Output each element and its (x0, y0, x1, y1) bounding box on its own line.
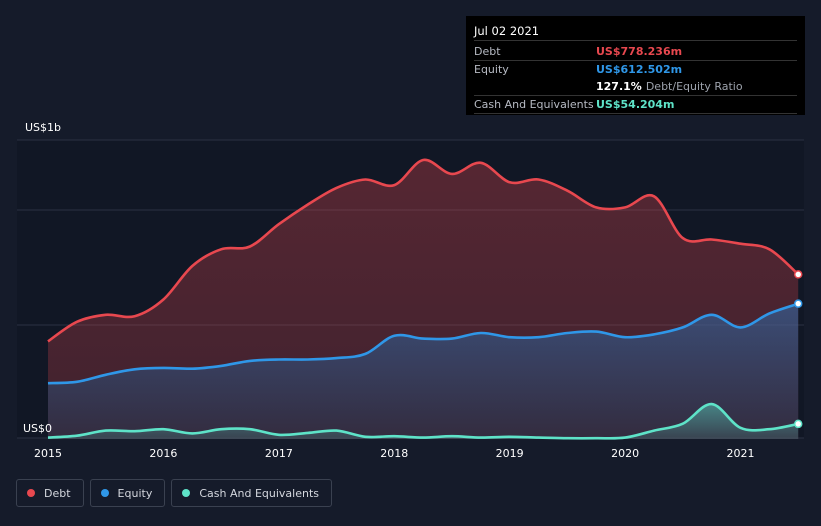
y-label-bottom: US$0 (23, 422, 52, 435)
tooltip-ratio-value: 127.1% (596, 80, 642, 93)
series-lines (47, 158, 800, 440)
tooltip-row-debt: Debt US$778.236m (474, 43, 797, 61)
tooltip-row-equity: Equity US$612.502m (474, 61, 797, 78)
legend-item-debt[interactable]: Debt (16, 479, 84, 507)
series-areas (48, 159, 799, 439)
debt-dot-icon (27, 489, 35, 497)
series-endpoints (793, 270, 803, 429)
legend-equity-label: Equity (117, 486, 153, 500)
legend: Debt Equity Cash And Equivalents (16, 479, 332, 507)
legend-item-cash[interactable]: Cash And Equivalents (171, 479, 332, 507)
legend-item-equity[interactable]: Equity (89, 479, 166, 507)
tooltip-debt-value: US$778.236m (596, 45, 683, 58)
cash-line (47, 402, 799, 440)
x-axis-ticks: 2015 2016 2017 2018 2019 2020 2021 (34, 447, 755, 460)
x-tick-label: 2020 (611, 447, 639, 460)
x-tick-label: 2019 (496, 447, 524, 460)
tooltip: Jul 02 2021 Debt US$778.236m Equity US$6… (466, 16, 805, 115)
tooltip-ratio-label: Debt/Equity Ratio (645, 80, 743, 93)
x-tick-label: 2018 (380, 447, 408, 460)
debt-endpoint (793, 270, 803, 279)
x-tick-label: 2015 (34, 447, 62, 460)
tooltip-equity-label: Equity (474, 63, 509, 76)
y-label-top: US$1b (25, 121, 61, 134)
tooltip-row-cash: Cash And Equivalents US$54.204m (474, 96, 797, 114)
legend-cash-label: Cash And Equivalents (199, 486, 319, 500)
cash-area (48, 404, 799, 439)
equity-endpoint (793, 299, 803, 308)
x-tick-label: 2021 (727, 447, 755, 460)
tooltip-debt-label: Debt (474, 45, 501, 58)
tooltip-equity-value: US$612.502m (596, 63, 683, 76)
tooltip-cash-label: Cash And Equivalents (474, 98, 594, 111)
equity-area (48, 303, 799, 439)
cash-dot-icon (182, 489, 191, 497)
equity-line (47, 302, 799, 385)
x-tick-label: 2016 (149, 447, 177, 460)
debt-line (47, 158, 800, 343)
tooltip-row-ratio: 127.1% Debt/Equity Ratio (474, 78, 797, 96)
equity-dot-icon (100, 489, 109, 497)
legend-debt-label: Debt (44, 486, 71, 500)
tooltip-date: Jul 02 2021 (474, 22, 797, 41)
x-tick-label: 2017 (265, 447, 293, 460)
tooltip-cash-value: US$54.204m (596, 98, 675, 111)
cash-endpoint (793, 419, 803, 429)
